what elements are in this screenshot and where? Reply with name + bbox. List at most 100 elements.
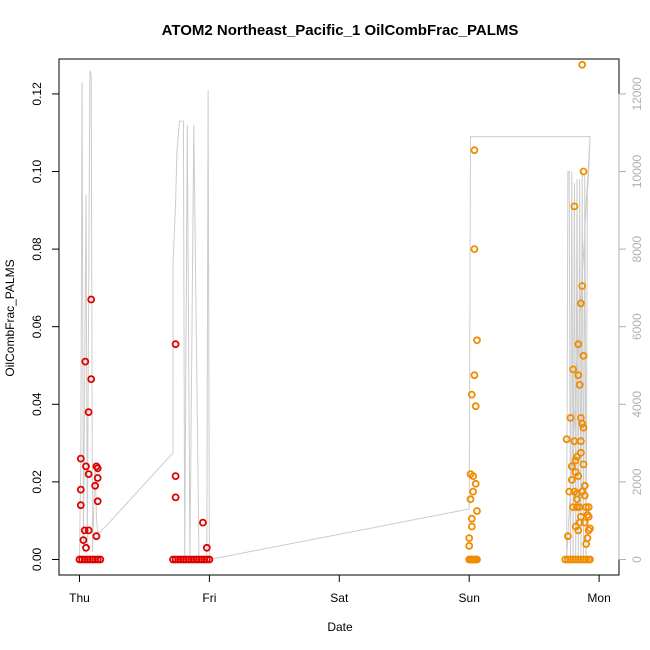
data-point — [82, 462, 90, 471]
data-point — [579, 167, 588, 176]
data-point — [79, 536, 88, 544]
y-tick-label: 0.00 — [30, 547, 44, 571]
data-point — [198, 518, 207, 527]
chart-title: ATOM2 Northeast_Pacific_1 OilCombFrac_PA… — [162, 22, 519, 39]
data-point — [205, 555, 214, 564]
data-point — [574, 472, 583, 481]
data-point — [574, 526, 583, 535]
data-point — [84, 408, 93, 417]
y-tick-label: 0.12 — [30, 82, 44, 106]
data-point — [577, 448, 585, 457]
y2-tick-label: 4000 — [630, 391, 644, 418]
data-point — [202, 555, 211, 564]
y2-tick-label: 12000 — [630, 77, 644, 111]
data-point — [467, 514, 476, 523]
y2-tick-label: 6000 — [630, 313, 644, 340]
data-point — [586, 555, 594, 564]
data-point — [92, 532, 101, 541]
data-point — [575, 380, 584, 389]
data-point — [471, 402, 480, 411]
data-point — [567, 462, 576, 471]
x-axis: Thu Fri Sat Sun Mon — [69, 574, 611, 605]
y-tick-label: 0.04 — [30, 392, 44, 416]
x-tick-label: Mon — [587, 591, 610, 605]
data-point — [171, 340, 180, 349]
data-point — [578, 419, 587, 428]
y-tick-label: 0.06 — [30, 315, 44, 339]
altitude-line — [79, 70, 591, 561]
data-point — [582, 555, 590, 564]
altitude-line-layer — [79, 70, 591, 561]
data-point — [583, 534, 592, 542]
y-axis-label: OilCombFrac_PALMS — [3, 259, 17, 376]
data-point — [562, 435, 571, 444]
data-point — [465, 542, 474, 550]
data-point — [584, 512, 593, 521]
y2-tick-label: 8000 — [630, 235, 644, 262]
data-point — [575, 503, 584, 512]
data-point — [96, 555, 105, 564]
data-points-layer — [75, 60, 594, 564]
data-point — [564, 532, 572, 541]
x-tick-label: Sat — [330, 591, 349, 605]
data-point — [81, 357, 90, 366]
data-point — [473, 336, 481, 345]
x-axis-label: Date — [327, 620, 353, 634]
data-point — [93, 464, 102, 473]
data-point — [473, 555, 481, 564]
data-point — [82, 543, 90, 552]
data-point — [580, 518, 589, 527]
data-point — [573, 452, 581, 461]
data-point — [573, 495, 581, 504]
data-point — [578, 60, 587, 69]
data-point — [471, 479, 480, 488]
data-point — [466, 495, 475, 504]
data-point — [84, 470, 93, 479]
data-point — [570, 202, 579, 211]
y-axis: 0.00 0.02 0.04 0.06 0.08 0.10 0.12 — [30, 82, 60, 571]
data-point — [579, 460, 588, 469]
data-point — [580, 491, 589, 500]
data-point — [470, 245, 479, 254]
data-point — [93, 474, 102, 482]
data-point — [571, 456, 580, 465]
data-point — [567, 475, 576, 484]
y2-tick-label: 2000 — [630, 468, 644, 495]
data-point — [469, 472, 478, 481]
data-point — [76, 454, 85, 463]
data-point — [578, 282, 587, 290]
data-point — [469, 487, 478, 496]
data-point — [577, 299, 585, 308]
data-point — [573, 503, 581, 512]
x-tick-label: Thu — [69, 591, 90, 605]
x-tick-label: Sun — [459, 591, 480, 605]
y-tick-label: 0.08 — [30, 237, 44, 261]
data-point — [171, 472, 180, 481]
data-point — [473, 507, 481, 515]
data-point — [467, 390, 476, 399]
data-point — [84, 526, 93, 535]
data-point — [76, 485, 85, 494]
data-point — [566, 413, 575, 422]
data-point — [584, 503, 593, 512]
data-point — [579, 351, 588, 360]
y2-tick-label: 10000 — [630, 155, 644, 189]
data-point — [569, 365, 577, 374]
data-point — [577, 437, 585, 446]
data-point — [470, 371, 479, 380]
data-point — [93, 555, 102, 564]
data-point — [586, 524, 594, 533]
y-tick-label: 0.02 — [30, 470, 44, 494]
data-point — [87, 375, 96, 384]
y2-axis: 0 2000 4000 6000 8000 10000 12000 — [618, 77, 644, 563]
data-point — [76, 501, 85, 510]
y2-tick-label: 0 — [630, 556, 644, 563]
y-tick-label: 0.10 — [30, 160, 44, 184]
data-point — [91, 481, 99, 490]
data-point — [171, 493, 180, 502]
data-point — [470, 146, 479, 155]
data-point — [579, 423, 588, 432]
data-point — [202, 543, 211, 552]
x-tick-label: Fri — [202, 591, 216, 605]
